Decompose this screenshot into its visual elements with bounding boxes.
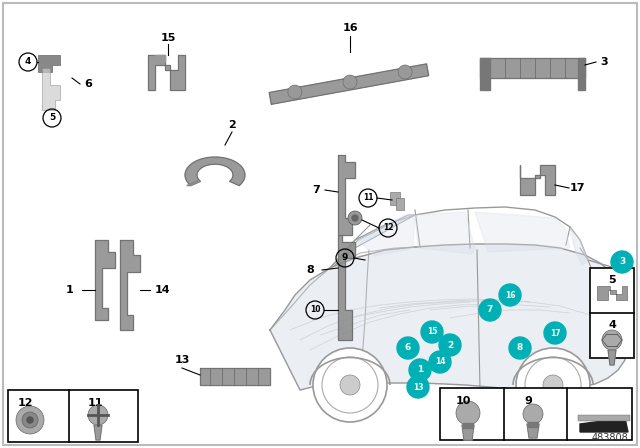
Polygon shape — [338, 155, 355, 235]
Text: 16: 16 — [505, 290, 515, 300]
Circle shape — [602, 330, 622, 350]
Text: 10: 10 — [455, 396, 470, 406]
Text: 13: 13 — [174, 355, 189, 365]
Polygon shape — [396, 198, 404, 210]
Text: 6: 6 — [84, 79, 92, 89]
Polygon shape — [527, 424, 539, 438]
Text: 10: 10 — [310, 306, 320, 314]
Circle shape — [509, 337, 531, 359]
Circle shape — [456, 401, 480, 425]
Polygon shape — [42, 68, 60, 110]
Text: 8: 8 — [517, 344, 523, 353]
Text: 8: 8 — [306, 265, 314, 275]
Text: 13: 13 — [413, 383, 423, 392]
Circle shape — [343, 75, 357, 89]
Text: 7: 7 — [312, 185, 320, 195]
Polygon shape — [578, 58, 585, 90]
Polygon shape — [520, 165, 555, 195]
Circle shape — [479, 299, 501, 321]
Circle shape — [397, 337, 419, 359]
Text: 483808: 483808 — [591, 433, 628, 443]
Polygon shape — [335, 215, 415, 265]
Circle shape — [544, 322, 566, 344]
Circle shape — [348, 211, 362, 225]
Circle shape — [409, 359, 431, 381]
Polygon shape — [462, 425, 474, 440]
Text: 17: 17 — [569, 183, 585, 193]
Polygon shape — [475, 212, 570, 252]
Polygon shape — [95, 240, 115, 320]
FancyBboxPatch shape — [590, 268, 634, 358]
Polygon shape — [480, 58, 490, 90]
Polygon shape — [390, 192, 400, 205]
Circle shape — [398, 65, 412, 79]
Text: 1: 1 — [66, 285, 74, 295]
Text: 12: 12 — [383, 224, 393, 233]
Circle shape — [429, 351, 451, 373]
Circle shape — [352, 215, 358, 221]
Polygon shape — [269, 64, 429, 104]
Circle shape — [516, 348, 590, 422]
Text: 7: 7 — [487, 306, 493, 314]
Text: 2: 2 — [228, 120, 236, 130]
Circle shape — [543, 375, 563, 395]
Polygon shape — [185, 157, 245, 185]
Circle shape — [523, 404, 543, 424]
Polygon shape — [270, 244, 625, 390]
Circle shape — [16, 406, 44, 434]
Circle shape — [27, 417, 33, 423]
Text: 2: 2 — [447, 340, 453, 349]
Text: 9: 9 — [342, 254, 348, 263]
Text: 4: 4 — [25, 57, 31, 66]
Circle shape — [88, 405, 108, 425]
Circle shape — [22, 412, 38, 428]
Text: 15: 15 — [160, 33, 176, 43]
Polygon shape — [200, 368, 270, 385]
Circle shape — [288, 85, 302, 99]
Circle shape — [407, 376, 429, 398]
Circle shape — [340, 375, 360, 395]
FancyBboxPatch shape — [8, 390, 138, 442]
Text: 11: 11 — [87, 398, 103, 408]
Text: 4: 4 — [608, 320, 616, 330]
Text: 9: 9 — [524, 396, 532, 406]
Polygon shape — [597, 286, 627, 300]
Polygon shape — [94, 425, 102, 440]
Polygon shape — [578, 415, 630, 421]
Text: 5: 5 — [608, 275, 616, 285]
Circle shape — [439, 334, 461, 356]
Polygon shape — [155, 55, 165, 62]
Polygon shape — [580, 418, 628, 432]
Text: 14: 14 — [435, 358, 445, 366]
Polygon shape — [120, 240, 140, 330]
Text: 14: 14 — [154, 285, 170, 295]
Circle shape — [499, 284, 521, 306]
Text: 11: 11 — [363, 194, 373, 202]
Text: 5: 5 — [49, 113, 55, 122]
Text: 12: 12 — [17, 398, 33, 408]
Text: 6: 6 — [405, 344, 411, 353]
Polygon shape — [480, 58, 585, 78]
Circle shape — [421, 321, 443, 343]
Polygon shape — [338, 235, 355, 340]
Polygon shape — [463, 423, 473, 428]
Text: 3: 3 — [619, 258, 625, 267]
Circle shape — [611, 251, 633, 273]
Circle shape — [313, 348, 387, 422]
Polygon shape — [187, 181, 200, 185]
Polygon shape — [358, 215, 415, 256]
Text: 16: 16 — [342, 23, 358, 33]
Polygon shape — [570, 228, 588, 265]
Text: 1: 1 — [417, 366, 423, 375]
Polygon shape — [528, 422, 538, 427]
Text: 3: 3 — [600, 57, 608, 67]
Polygon shape — [608, 350, 616, 365]
Polygon shape — [148, 55, 185, 90]
Polygon shape — [38, 55, 60, 72]
FancyBboxPatch shape — [3, 3, 637, 445]
Text: 17: 17 — [550, 328, 560, 337]
Polygon shape — [415, 212, 475, 254]
Text: 15: 15 — [427, 327, 437, 336]
FancyBboxPatch shape — [440, 388, 632, 440]
